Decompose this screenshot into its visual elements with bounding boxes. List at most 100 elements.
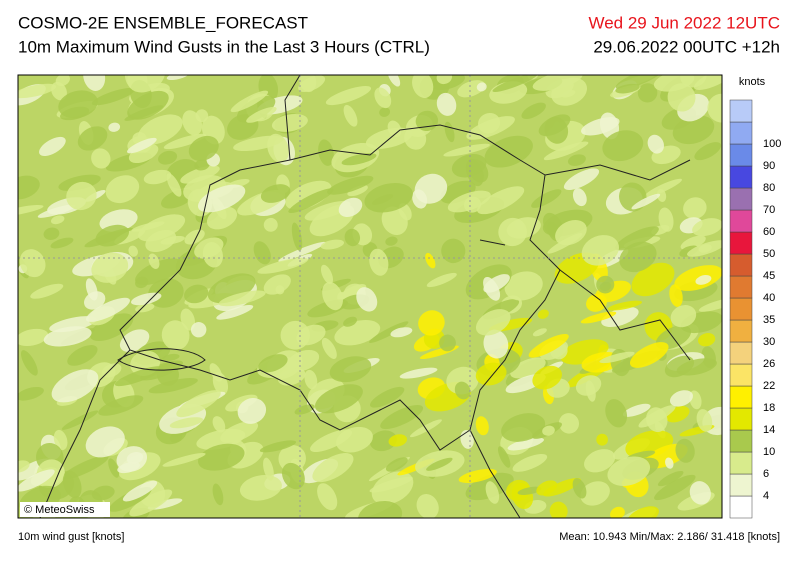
wind-patch (626, 506, 659, 518)
wind-patch (260, 184, 291, 203)
legend-label: 60 (763, 226, 775, 238)
wind-patch (670, 305, 697, 328)
wind-patch (51, 369, 99, 403)
wind-patch (371, 194, 394, 205)
wind-patch (692, 218, 722, 237)
legend-swatch (729, 297, 753, 321)
wind-patch (385, 236, 398, 246)
wind-patch (599, 351, 635, 364)
wind-patch (584, 449, 616, 473)
wind-patch (206, 206, 238, 230)
wind-patch (477, 186, 525, 215)
wind-patch (50, 237, 74, 249)
subtitle: 10m Maximum Wind Gusts in the Last 3 Hou… (18, 37, 430, 56)
wind-patch (610, 506, 625, 518)
wind-patch (344, 228, 361, 247)
wind-patch (18, 204, 44, 217)
wind-patch (675, 438, 695, 463)
wind-patch (119, 329, 150, 353)
wind-patch (537, 309, 549, 319)
wind-patch (39, 136, 66, 156)
wind-patch (605, 399, 628, 428)
wind-patch (425, 252, 436, 269)
wind-patch (572, 478, 587, 499)
wind-patch (180, 165, 220, 184)
legend: 4 6 10 14 18 22 26 30 35 40 45 50 60 70 80 90 100 (729, 99, 781, 519)
wind-patch (404, 126, 427, 150)
wind-patch (475, 309, 511, 336)
footer-right: Mean: 10.943 Min/Max: 2.186/ 31.418 [kno… (559, 531, 780, 543)
wind-patch (369, 321, 409, 343)
wind-patch (380, 404, 424, 430)
legend-swatch (729, 429, 753, 453)
legend-label: 26 (763, 358, 775, 370)
wind-patch (37, 204, 76, 218)
wind-patch (647, 134, 664, 154)
legend-label: 40 (763, 292, 775, 304)
wind-patch (517, 486, 542, 495)
wind-patch (67, 345, 98, 366)
wind-patch (475, 416, 489, 436)
wind-patch (258, 354, 288, 373)
wind-patch (91, 87, 135, 106)
wind-patch (374, 87, 392, 109)
wind-patch (329, 356, 372, 383)
wind-patch (607, 300, 643, 311)
wind-patch (607, 456, 651, 486)
wind-patch (504, 271, 543, 301)
wind-patch (694, 142, 722, 161)
wind-patch (327, 175, 374, 195)
wind-patch (60, 106, 90, 121)
wind-patch (263, 274, 291, 295)
wind-patch (680, 235, 706, 250)
wind-patch (122, 480, 158, 502)
wind-patch (124, 105, 164, 121)
wind-patch (246, 106, 277, 123)
legend-label: 70 (763, 204, 775, 216)
wind-patch (294, 404, 315, 415)
wind-patch (580, 481, 610, 506)
wind-patch (622, 403, 651, 417)
wind-patch (62, 470, 82, 499)
legend-swatch (729, 209, 753, 233)
wind-patch (126, 451, 144, 465)
wind-patch (49, 316, 97, 333)
wind-patch (18, 386, 44, 401)
wind-patch (127, 137, 157, 154)
wind-patch (285, 180, 332, 210)
wind-patch (446, 366, 479, 395)
wind-patch (239, 475, 282, 501)
wind-patch (615, 226, 659, 251)
wind-patch (83, 75, 106, 91)
wind-patch (654, 474, 696, 501)
legend-label: 22 (763, 380, 775, 392)
legend-label: 35 (763, 314, 775, 326)
wind-patch (416, 493, 439, 518)
wind-patch (492, 75, 538, 92)
graticule (18, 75, 722, 518)
wind-patch (669, 284, 683, 307)
wind-patch (77, 126, 108, 151)
wind-patch (117, 461, 140, 474)
wind-patch (399, 367, 438, 379)
wind-patch (521, 102, 546, 120)
wind-patch (549, 501, 568, 518)
wind-patch (538, 114, 571, 137)
wind-patch (358, 501, 403, 518)
wind-patch (615, 83, 640, 94)
wind-patch (291, 222, 303, 251)
wind-patch (347, 185, 368, 197)
map (18, 75, 722, 518)
wind-patch (387, 75, 401, 87)
wind-patch (343, 104, 358, 127)
wind-patch (18, 328, 49, 347)
wind-patch (135, 276, 149, 289)
wind-patch (483, 274, 510, 293)
wind-patch (50, 215, 65, 225)
wind-patch (644, 178, 682, 198)
legend-label: 45 (763, 270, 775, 282)
wind-patch (190, 322, 207, 338)
wind-patch (390, 327, 413, 338)
wind-patch (85, 297, 130, 322)
